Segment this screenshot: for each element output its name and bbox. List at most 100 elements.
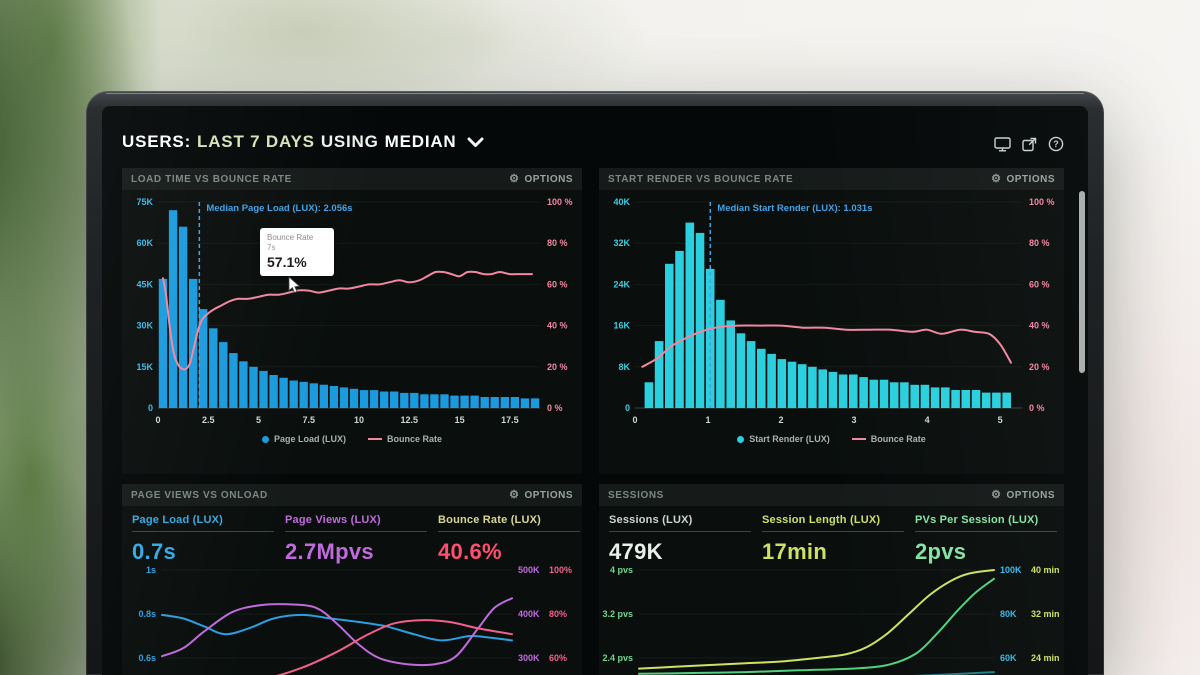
metric-value: 17min: [762, 539, 828, 564]
svg-text:100 %: 100 %: [1029, 197, 1055, 207]
svg-text:60K: 60K: [136, 238, 153, 248]
svg-text:8K: 8K: [618, 362, 630, 372]
help-icon[interactable]: ?: [1048, 136, 1064, 152]
svg-text:500K: 500K: [518, 565, 540, 575]
chart-tooltip: Bounce Rate 7s 57.1%: [260, 228, 334, 276]
metric-label: Bounce Rate (LUX): [438, 514, 542, 526]
svg-text:80 %: 80 %: [547, 238, 568, 248]
panel-sessions: SESSIONS ⚙ OPTIONS Sessions (LUX) 479K S…: [599, 484, 1064, 675]
load-time-histogram[interactable]: 75K 100 % 60K 80 % 45K 60 % 30K 40 % 15K 20 % 0 0 %…: [122, 192, 582, 428]
metric-row: Sessions (LUX) 479K Session Length (LUX)…: [599, 514, 1064, 564]
metric-row: Page Load (LUX) 0.7s Page Views (LUX) 2.…: [122, 514, 582, 564]
svg-text:80K: 80K: [1000, 609, 1017, 619]
gear-icon: ⚙: [991, 488, 1002, 501]
legend-label: Page Load (LUX): [273, 434, 346, 444]
svg-text:1: 1: [706, 415, 711, 425]
svg-text:32K: 32K: [613, 238, 630, 248]
mouse-cursor: [288, 276, 301, 294]
svg-text:2.4 pvs: 2.4 pvs: [602, 653, 633, 663]
svg-text:15: 15: [455, 415, 465, 425]
title-users: USERS:: [122, 132, 192, 151]
metric-divider: [285, 531, 427, 532]
panel-header: START RENDER VS BOUNCE RATE ⚙ OPTIONS: [599, 168, 1064, 190]
svg-text:60%: 60%: [549, 653, 567, 663]
metric-page-load: Page Load (LUX) 0.7s: [132, 514, 274, 565]
header-toolbar: ?: [994, 136, 1064, 152]
options-label: OPTIONS: [524, 173, 573, 185]
panel-title: PAGE VIEWS VS ONLOAD: [131, 489, 268, 501]
svg-text:?: ?: [1053, 139, 1059, 149]
svg-text:32 min: 32 min: [1031, 609, 1060, 619]
svg-text:2.5: 2.5: [202, 415, 215, 425]
svg-text:100 %: 100 %: [547, 197, 573, 207]
metric-session-length: Session Length (LUX) 17min: [762, 514, 904, 565]
svg-text:80 %: 80 %: [1029, 238, 1050, 248]
metric-sessions: Sessions (LUX) 479K: [609, 514, 751, 565]
metric-page-views: Page Views (LUX) 2.7Mpvs: [285, 514, 427, 565]
chart-legend: Start Render (LUX) Bounce Rate: [599, 434, 1064, 444]
monitor-icon[interactable]: [994, 136, 1011, 152]
options-label: OPTIONS: [1006, 173, 1055, 185]
svg-text:0: 0: [148, 403, 153, 413]
svg-text:7.5: 7.5: [303, 415, 316, 425]
legend-label: Start Render (LUX): [749, 434, 830, 444]
options-label: OPTIONS: [1006, 489, 1055, 501]
panel-title: START RENDER VS BOUNCE RATE: [608, 173, 794, 185]
sessions-line-chart[interactable]: 4 pvs 100K 40 min 3.2 pvs 80K 32 min 2.4 pvs 60…: [599, 560, 1064, 675]
metric-label: PVs Per Session (LUX): [915, 514, 1039, 526]
panel-load-time-vs-bounce-rate: LOAD TIME VS BOUNCE RATE ⚙ OPTIONS 75K 10…: [122, 168, 582, 474]
options-button[interactable]: ⚙ OPTIONS: [991, 488, 1055, 501]
chevron-down-icon: [467, 137, 484, 148]
svg-text:30K: 30K: [136, 321, 153, 331]
metric-value: 479K: [609, 539, 663, 564]
legend-label: Bounce Rate: [387, 434, 443, 444]
metric-divider: [762, 531, 904, 532]
svg-text:15K: 15K: [136, 362, 153, 372]
panel-start-render-vs-bounce-rate: START RENDER VS BOUNCE RATE ⚙ OPTIONS 40…: [599, 168, 1064, 474]
metric-value: 40.6%: [438, 539, 502, 564]
options-button[interactable]: ⚙ OPTIONS: [509, 173, 573, 185]
options-button[interactable]: ⚙ OPTIONS: [509, 489, 573, 501]
bounce-rate-legend-line: [851, 438, 866, 440]
svg-text:2: 2: [779, 415, 784, 425]
title-using: USING: [320, 132, 379, 151]
svg-text:0: 0: [625, 403, 630, 413]
metric-divider: [132, 531, 274, 532]
metric-label: Page Load (LUX): [132, 514, 224, 526]
metric-label: Page Views (LUX): [285, 514, 381, 526]
svg-text:0 %: 0 %: [1029, 403, 1045, 413]
chart-legend: Page Load (LUX) Bounce Rate: [122, 434, 582, 444]
svg-text:24K: 24K: [613, 279, 630, 289]
svg-text:80%: 80%: [549, 609, 567, 619]
svg-text:300K: 300K: [518, 653, 540, 663]
external-link-icon[interactable]: [1022, 137, 1037, 152]
options-button[interactable]: ⚙ OPTIONS: [991, 173, 1055, 185]
svg-text:60 %: 60 %: [1029, 279, 1050, 289]
svg-text:100%: 100%: [549, 565, 572, 575]
svg-text:Median Start Render (LUX): 1.0: Median Start Render (LUX): 1.031s: [717, 203, 872, 214]
metric-bounce-rate: Bounce Rate (LUX) 40.6%: [438, 514, 580, 565]
scrollbar-thumb[interactable]: [1079, 191, 1085, 373]
svg-text:Median Page Load (LUX): 2.056s: Median Page Load (LUX): 2.056s: [206, 203, 352, 214]
svg-text:5: 5: [256, 415, 261, 425]
panel-header: LOAD TIME VS BOUNCE RATE ⚙ OPTIONS: [122, 168, 582, 190]
start-render-histogram[interactable]: 40K 100 % 32K 80 % 24K 60 % 16K 40 % 8K 20 % 0 0 % 0…: [599, 192, 1064, 428]
metric-label: Session Length (LUX): [762, 514, 881, 526]
svg-text:40K: 40K: [613, 197, 630, 207]
svg-text:12.5: 12.5: [401, 415, 419, 425]
page-views-line-chart[interactable]: 1s 500K 100% 0.8s 400K 80% 0.6s 300K 60%: [122, 560, 582, 675]
panel-page-views-vs-onload: PAGE VIEWS VS ONLOAD ⚙ OPTIONS Page Load…: [122, 484, 582, 675]
metric-value: 0.7s: [132, 539, 177, 564]
svg-text:0: 0: [632, 415, 637, 425]
tooltip-subtitle: 7s: [267, 243, 276, 252]
metric-value: 2.7Mpvs: [285, 539, 374, 564]
title-range: LAST 7 DAYS: [197, 132, 315, 151]
svg-text:60K: 60K: [1000, 653, 1017, 663]
tooltip-title: Bounce Rate: [267, 233, 314, 242]
svg-text:75K: 75K: [136, 197, 153, 207]
dashboard-title-dropdown[interactable]: USERS: LAST 7 DAYS USING MEDIAN: [122, 132, 484, 152]
svg-text:4 pvs: 4 pvs: [610, 565, 633, 575]
tooltip-value: 57.1%: [267, 254, 307, 270]
svg-text:40 %: 40 %: [1029, 321, 1050, 331]
